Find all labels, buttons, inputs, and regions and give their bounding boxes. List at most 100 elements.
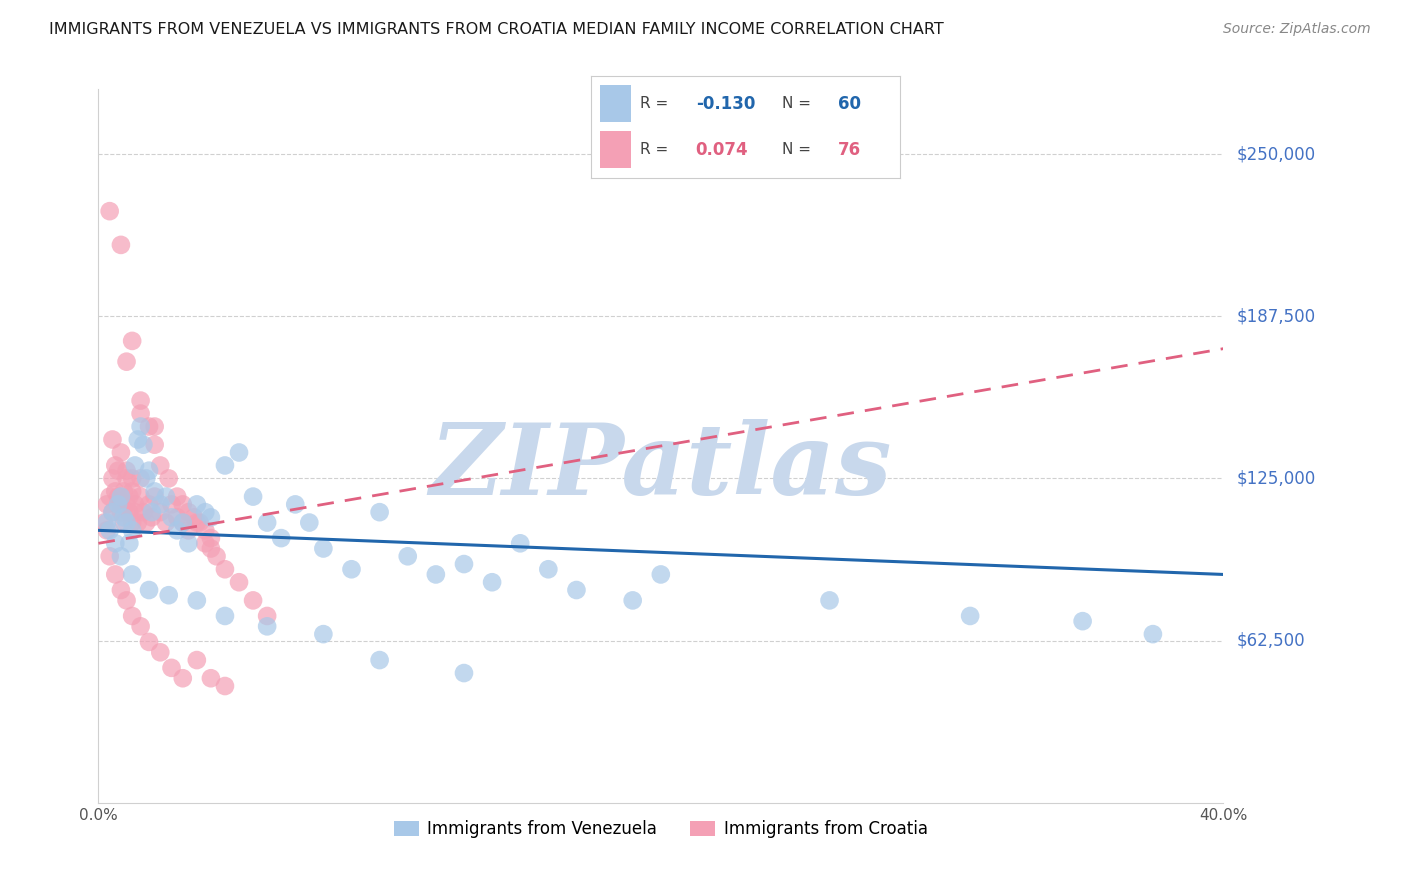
Point [101, 433, 124, 447]
Text: 76: 76 [838, 141, 860, 159]
Point [177, 524, 200, 538]
Point [565, 582, 588, 597]
Point [98, 549, 121, 564]
Text: R =: R = [640, 96, 673, 111]
Point [214, 562, 236, 576]
Point [124, 458, 146, 473]
Point [115, 354, 138, 368]
Point [186, 593, 208, 607]
Point [115, 593, 138, 607]
Point [110, 497, 132, 511]
Point [101, 505, 124, 519]
Point [110, 490, 132, 504]
Text: $125,000: $125,000 [1237, 469, 1316, 487]
Point [138, 582, 160, 597]
Point [121, 334, 143, 348]
Point [242, 593, 264, 607]
Point [127, 516, 149, 530]
Point [118, 536, 141, 550]
Point [138, 419, 160, 434]
Text: $250,000: $250,000 [1237, 145, 1316, 163]
Point [104, 536, 127, 550]
Point [509, 536, 531, 550]
Point [214, 609, 236, 624]
Point [177, 505, 200, 519]
Point [110, 238, 132, 252]
Point [121, 484, 143, 499]
Point [107, 464, 129, 478]
Point [270, 531, 292, 545]
Point [188, 516, 211, 530]
Point [121, 516, 143, 530]
Text: $62,500: $62,500 [1237, 632, 1306, 649]
Point [96, 524, 118, 538]
Text: 0.074: 0.074 [696, 141, 748, 159]
Point [129, 490, 152, 504]
Point [138, 464, 160, 478]
Point [256, 619, 278, 633]
Point [256, 516, 278, 530]
Point [115, 464, 138, 478]
Point [129, 407, 152, 421]
Point [186, 516, 208, 530]
Point [121, 471, 143, 485]
Point [115, 516, 138, 530]
Point [205, 549, 228, 564]
Point [101, 505, 124, 519]
Text: N =: N = [782, 142, 815, 157]
Point [107, 490, 129, 504]
Point [186, 497, 208, 511]
Point [118, 505, 141, 519]
Point [143, 490, 166, 504]
Point [110, 445, 132, 459]
Point [621, 593, 644, 607]
Point [228, 445, 250, 459]
Point [143, 438, 166, 452]
Point [396, 549, 419, 564]
Point [101, 471, 124, 485]
Point [98, 490, 121, 504]
Point [124, 497, 146, 511]
Text: 60: 60 [838, 95, 860, 112]
Point [172, 516, 194, 530]
Point [155, 516, 177, 530]
Point [214, 679, 236, 693]
Point [186, 653, 208, 667]
Point [453, 666, 475, 681]
Point [149, 505, 172, 519]
Point [228, 575, 250, 590]
Text: N =: N = [782, 96, 815, 111]
Point [177, 536, 200, 550]
Legend: Immigrants from Venezuela, Immigrants from Croatia: Immigrants from Venezuela, Immigrants fr… [387, 814, 935, 845]
Point [183, 510, 205, 524]
Point [166, 510, 188, 524]
Point [112, 516, 135, 530]
Point [93, 516, 115, 530]
Bar [600, 85, 631, 122]
Point [129, 619, 152, 633]
Point [96, 497, 118, 511]
Point [160, 510, 183, 524]
Point [256, 609, 278, 624]
Point [129, 393, 152, 408]
Point [481, 575, 503, 590]
Point [1142, 627, 1164, 641]
Point [124, 505, 146, 519]
Point [135, 471, 157, 485]
Point [425, 567, 447, 582]
Point [194, 505, 217, 519]
Point [200, 541, 222, 556]
Point [107, 497, 129, 511]
Point [98, 524, 121, 538]
Text: -0.130: -0.130 [696, 95, 755, 112]
Point [127, 433, 149, 447]
Point [160, 497, 183, 511]
Point [242, 490, 264, 504]
Point [104, 458, 127, 473]
Point [172, 497, 194, 511]
Point [138, 635, 160, 649]
Point [214, 458, 236, 473]
Point [110, 582, 132, 597]
Point [312, 541, 335, 556]
Point [118, 490, 141, 504]
